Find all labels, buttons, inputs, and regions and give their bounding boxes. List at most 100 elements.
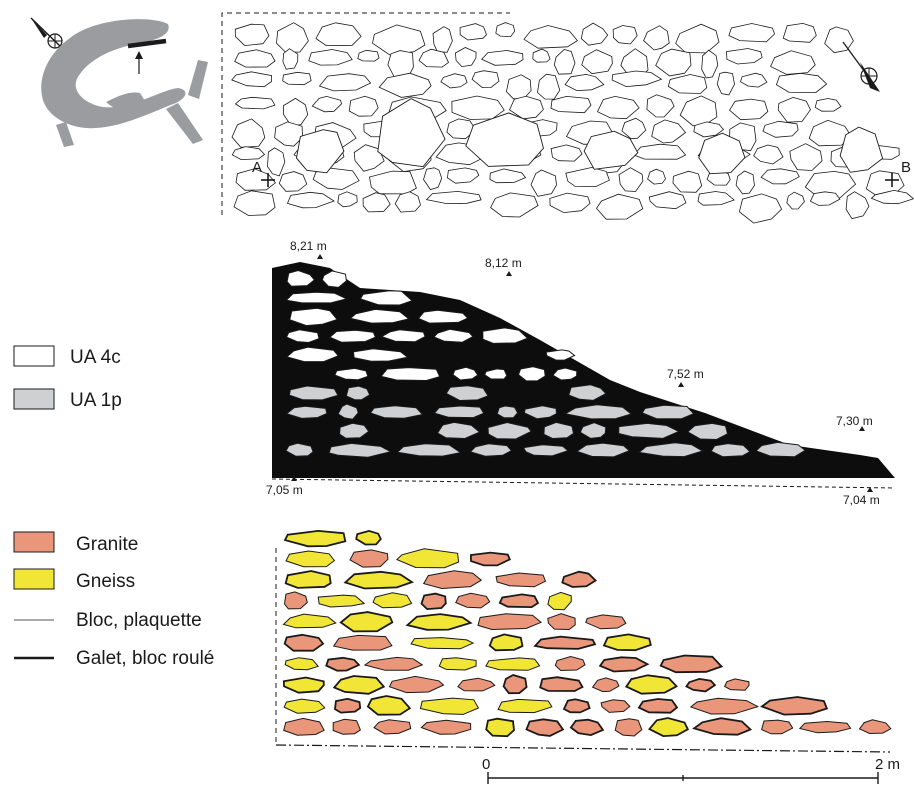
stone <box>410 637 475 650</box>
stone <box>380 367 441 382</box>
stone <box>440 73 468 89</box>
stone <box>618 167 644 192</box>
elevation-marker: 7,30 m <box>836 414 873 431</box>
stone <box>697 191 735 206</box>
stone <box>755 441 807 458</box>
stone <box>550 144 583 162</box>
stone <box>438 657 477 671</box>
stone <box>325 656 361 672</box>
stone <box>372 24 426 56</box>
elevation-label: 8,12 m <box>485 256 522 270</box>
stone <box>547 591 572 611</box>
site-plan-branch <box>56 122 74 147</box>
stone <box>561 570 598 588</box>
stone <box>363 656 424 671</box>
stone <box>484 368 508 380</box>
stone <box>318 73 372 92</box>
stone <box>858 719 892 735</box>
stone <box>433 328 474 343</box>
stone <box>289 307 339 327</box>
stone <box>552 367 578 381</box>
stone <box>633 143 687 160</box>
stone <box>274 121 303 147</box>
stone <box>471 70 500 89</box>
stone <box>692 717 753 736</box>
stone <box>505 74 532 100</box>
stone <box>549 192 591 214</box>
stone <box>762 120 799 138</box>
stone <box>563 404 633 420</box>
stone <box>565 167 610 188</box>
stone <box>282 676 325 694</box>
stone <box>693 121 725 138</box>
site-plan-branch <box>106 92 152 115</box>
stone <box>698 132 746 175</box>
stone <box>710 443 751 458</box>
stone <box>362 192 391 213</box>
stone <box>315 22 362 47</box>
stone <box>337 403 359 420</box>
stone <box>378 72 432 98</box>
section-pointer-arrow-icon <box>135 51 143 74</box>
stone <box>598 656 650 673</box>
stone <box>482 327 529 344</box>
stone <box>716 71 735 96</box>
stone <box>369 405 424 419</box>
stone <box>465 112 544 167</box>
stone <box>761 719 794 735</box>
legend-label-galet: Galet, bloc roulé <box>76 648 214 669</box>
stone <box>580 22 609 46</box>
scale-bar: 0 2 m <box>482 756 900 784</box>
stone <box>728 98 769 121</box>
section-location-marker <box>127 38 167 49</box>
stone <box>497 698 553 714</box>
stone <box>740 72 768 88</box>
stone <box>328 329 377 343</box>
point-a-label: A <box>252 159 262 176</box>
stone <box>701 49 719 79</box>
legend-units: UA 4c UA 1p <box>13 345 122 411</box>
stone <box>562 698 591 714</box>
stone <box>495 572 547 588</box>
stone <box>420 592 447 611</box>
stone <box>738 193 783 224</box>
stone <box>396 443 462 457</box>
legend-materials: Granite Gneiss Bloc, plaquette Galet, bl… <box>13 531 214 669</box>
stone <box>490 192 539 218</box>
stone <box>282 48 299 70</box>
stone <box>581 49 613 75</box>
elevation-label: 7,30 m <box>836 414 873 428</box>
elevation-label: 7,05 m <box>266 483 303 497</box>
stone <box>454 47 477 68</box>
stone <box>276 22 309 53</box>
legend-swatch-gneiss <box>13 568 55 590</box>
elevation-marker: 8,12 m <box>485 256 522 276</box>
stone <box>488 633 524 652</box>
stone <box>334 367 369 381</box>
stone <box>334 697 362 714</box>
stone <box>417 309 469 324</box>
stone <box>282 613 337 629</box>
stone <box>312 167 360 190</box>
legend-label-ua4c: UA 4c <box>70 347 121 368</box>
stone <box>498 593 540 609</box>
stone <box>457 677 496 692</box>
stone <box>339 422 370 439</box>
stone <box>311 95 343 113</box>
stone <box>321 270 347 288</box>
stone <box>278 171 308 192</box>
stone <box>525 718 565 737</box>
stone <box>611 70 663 88</box>
legend-label-gneiss: Gneiss <box>76 571 135 592</box>
stone <box>798 720 852 734</box>
stone <box>451 95 505 120</box>
stone <box>234 96 276 110</box>
stone <box>648 191 687 210</box>
stone <box>349 549 389 568</box>
stone <box>373 719 412 735</box>
stone <box>775 72 828 94</box>
stone <box>355 529 382 546</box>
stone <box>369 170 417 195</box>
point-b-label: B <box>901 159 911 176</box>
stone <box>332 675 386 695</box>
